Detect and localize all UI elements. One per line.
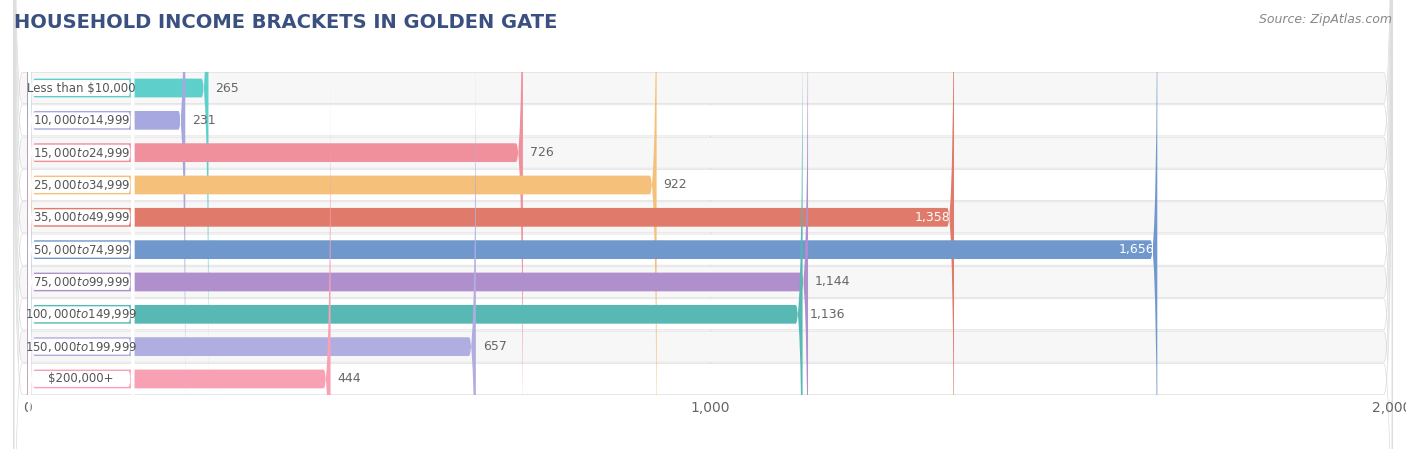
FancyBboxPatch shape — [28, 0, 657, 449]
Text: $100,000 to $149,999: $100,000 to $149,999 — [25, 307, 138, 321]
FancyBboxPatch shape — [14, 0, 1392, 449]
FancyBboxPatch shape — [28, 0, 134, 449]
Text: $15,000 to $24,999: $15,000 to $24,999 — [32, 145, 129, 160]
Text: 922: 922 — [664, 179, 688, 191]
FancyBboxPatch shape — [14, 0, 1392, 449]
FancyBboxPatch shape — [28, 0, 808, 449]
FancyBboxPatch shape — [14, 0, 1392, 449]
FancyBboxPatch shape — [28, 0, 134, 339]
Text: $150,000 to $199,999: $150,000 to $199,999 — [25, 339, 138, 354]
FancyBboxPatch shape — [28, 0, 803, 449]
FancyBboxPatch shape — [28, 0, 186, 434]
FancyBboxPatch shape — [14, 0, 1392, 449]
Text: Source: ZipAtlas.com: Source: ZipAtlas.com — [1258, 13, 1392, 26]
Text: 1,136: 1,136 — [810, 308, 845, 321]
Text: 1,358: 1,358 — [915, 211, 950, 224]
FancyBboxPatch shape — [14, 0, 1392, 449]
Text: $50,000 to $74,999: $50,000 to $74,999 — [32, 242, 129, 257]
FancyBboxPatch shape — [28, 31, 134, 449]
Text: $200,000+: $200,000+ — [48, 373, 114, 385]
FancyBboxPatch shape — [28, 0, 208, 402]
FancyBboxPatch shape — [14, 0, 1392, 449]
FancyBboxPatch shape — [28, 0, 523, 449]
Text: HOUSEHOLD INCOME BRACKETS IN GOLDEN GATE: HOUSEHOLD INCOME BRACKETS IN GOLDEN GATE — [14, 13, 557, 32]
FancyBboxPatch shape — [14, 0, 1392, 449]
FancyBboxPatch shape — [28, 0, 134, 403]
FancyBboxPatch shape — [14, 0, 1392, 449]
FancyBboxPatch shape — [28, 0, 134, 371]
Text: 444: 444 — [337, 373, 361, 385]
Text: 1,144: 1,144 — [815, 276, 851, 288]
FancyBboxPatch shape — [28, 0, 134, 449]
FancyBboxPatch shape — [14, 7, 1392, 449]
Text: 265: 265 — [215, 82, 239, 94]
Text: $75,000 to $99,999: $75,000 to $99,999 — [32, 275, 129, 289]
FancyBboxPatch shape — [28, 0, 134, 436]
FancyBboxPatch shape — [28, 64, 134, 449]
FancyBboxPatch shape — [28, 96, 134, 449]
Text: Less than $10,000: Less than $10,000 — [27, 82, 135, 94]
FancyBboxPatch shape — [28, 0, 1157, 449]
FancyBboxPatch shape — [28, 128, 134, 449]
FancyBboxPatch shape — [28, 65, 330, 449]
Text: 231: 231 — [193, 114, 215, 127]
FancyBboxPatch shape — [14, 0, 1392, 449]
Text: $35,000 to $49,999: $35,000 to $49,999 — [32, 210, 129, 224]
Text: $25,000 to $34,999: $25,000 to $34,999 — [32, 178, 129, 192]
Text: $10,000 to $14,999: $10,000 to $14,999 — [32, 113, 129, 128]
Text: 657: 657 — [482, 340, 506, 353]
FancyBboxPatch shape — [28, 33, 475, 449]
Text: 726: 726 — [530, 146, 554, 159]
Text: 1,656: 1,656 — [1118, 243, 1154, 256]
FancyBboxPatch shape — [28, 0, 955, 449]
